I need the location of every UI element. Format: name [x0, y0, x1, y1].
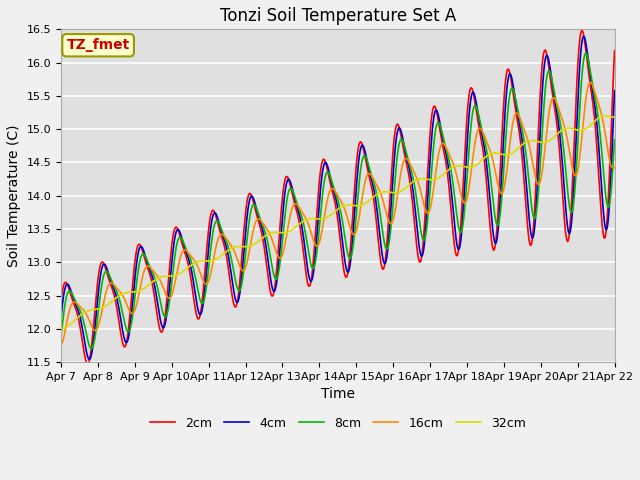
2cm — [422, 199, 430, 204]
16cm — [67, 303, 75, 309]
4cm — [611, 88, 618, 94]
32cm — [602, 113, 609, 119]
8cm — [125, 329, 132, 335]
16cm — [611, 165, 618, 171]
2cm — [181, 250, 189, 256]
8cm — [67, 289, 75, 295]
32cm — [611, 114, 618, 120]
32cm — [67, 321, 75, 326]
8cm — [611, 137, 618, 143]
16cm — [124, 304, 132, 310]
8cm — [181, 243, 189, 249]
Line: 32cm: 32cm — [61, 116, 614, 328]
Line: 8cm: 8cm — [61, 53, 614, 349]
4cm — [422, 223, 430, 229]
16cm — [587, 80, 595, 85]
8cm — [582, 50, 590, 56]
16cm — [405, 159, 413, 165]
4cm — [125, 333, 132, 339]
4cm — [406, 168, 413, 174]
32cm — [209, 257, 217, 263]
X-axis label: Time: Time — [321, 387, 355, 401]
16cm — [209, 257, 217, 263]
8cm — [87, 346, 95, 352]
2cm — [57, 299, 65, 304]
2cm — [406, 178, 413, 183]
4cm — [580, 34, 588, 39]
32cm — [57, 325, 65, 331]
32cm — [124, 289, 132, 295]
2cm — [125, 324, 132, 330]
4cm — [86, 357, 93, 362]
32cm — [405, 182, 413, 188]
Legend: 2cm, 4cm, 8cm, 16cm, 32cm: 2cm, 4cm, 8cm, 16cm, 32cm — [145, 412, 531, 435]
8cm — [422, 231, 430, 237]
8cm — [406, 163, 413, 168]
4cm — [181, 245, 189, 251]
2cm — [211, 208, 218, 214]
4cm — [67, 288, 75, 294]
8cm — [57, 332, 65, 337]
16cm — [57, 341, 65, 347]
4cm — [57, 315, 65, 321]
Y-axis label: Soil Temperature (C): Soil Temperature (C) — [7, 124, 21, 267]
32cm — [421, 176, 429, 182]
Text: TZ_fmet: TZ_fmet — [67, 38, 130, 52]
32cm — [180, 268, 188, 274]
16cm — [421, 206, 429, 212]
2cm — [84, 361, 92, 367]
Line: 16cm: 16cm — [61, 83, 614, 344]
Line: 2cm: 2cm — [61, 31, 614, 364]
16cm — [180, 247, 188, 253]
8cm — [211, 223, 218, 229]
4cm — [211, 210, 218, 216]
2cm — [579, 28, 586, 34]
Title: Tonzi Soil Temperature Set A: Tonzi Soil Temperature Set A — [220, 7, 456, 25]
Line: 4cm: 4cm — [61, 36, 614, 360]
2cm — [611, 48, 618, 54]
2cm — [67, 292, 75, 298]
